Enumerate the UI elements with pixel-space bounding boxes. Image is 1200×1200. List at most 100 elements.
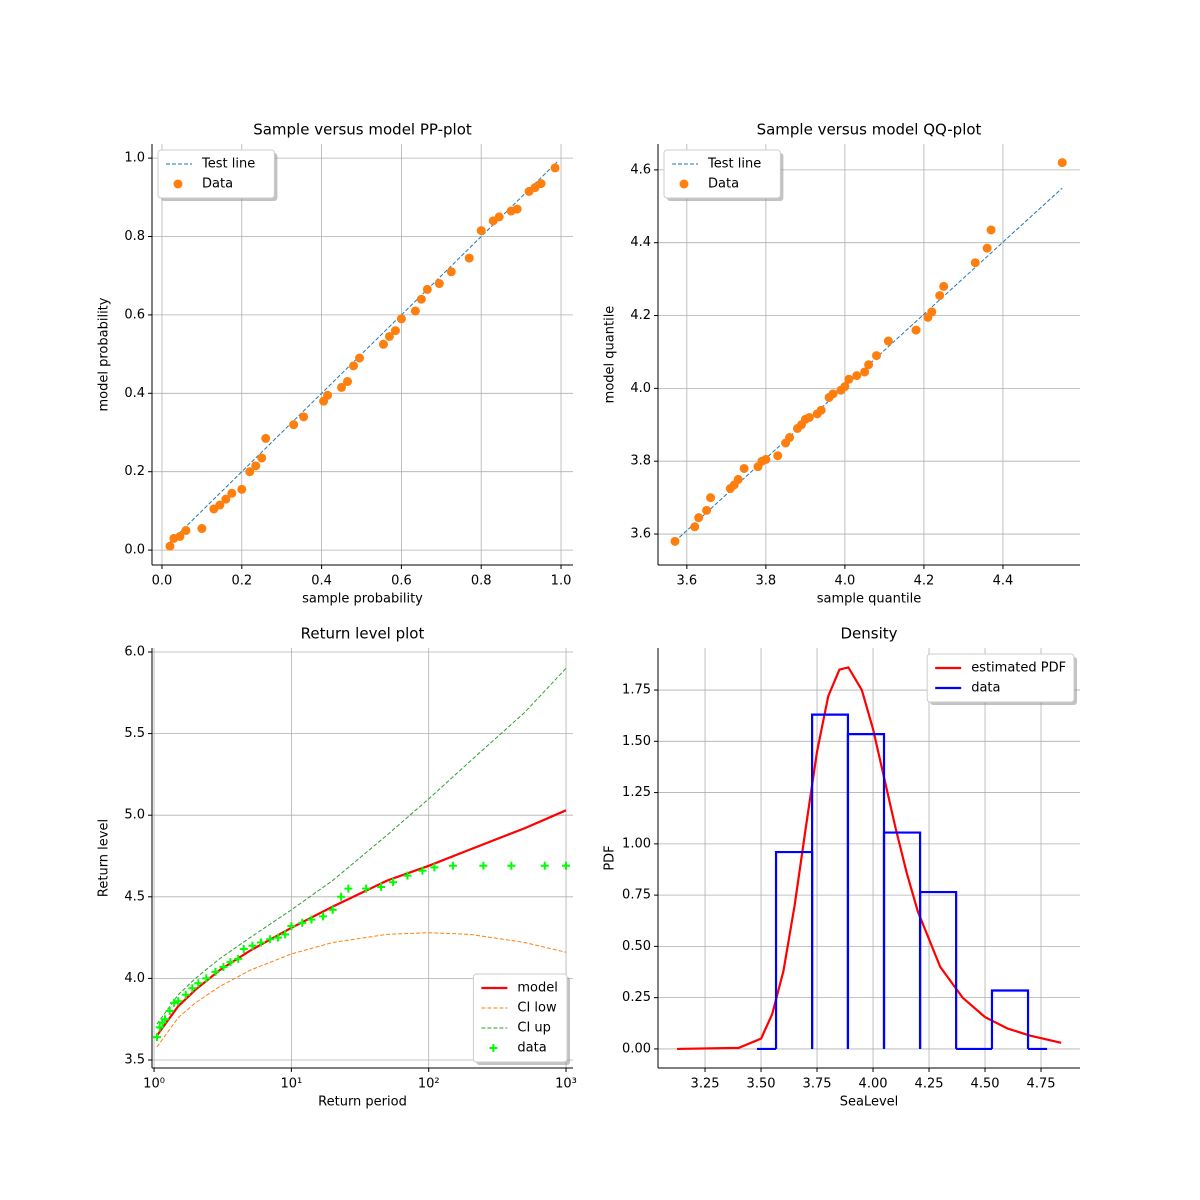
data-point <box>422 284 432 294</box>
data-point <box>215 500 225 510</box>
x-tick-label: 4.0 <box>835 574 856 589</box>
x-tick-label: 10² <box>418 1077 440 1092</box>
data-point <box>239 945 248 954</box>
data-point <box>464 253 474 263</box>
data-point <box>266 935 275 944</box>
legend-label: CI up <box>517 1021 551 1036</box>
legend-label: data <box>517 1041 546 1056</box>
x-axis-label: sample quantile <box>817 592 921 607</box>
legend-label: Test line <box>707 157 761 172</box>
data-point <box>226 958 235 967</box>
data-point <box>227 488 237 498</box>
histogram-bin <box>811 713 850 1049</box>
y-tick-label: 1.75 <box>622 683 651 698</box>
data-point <box>860 367 870 377</box>
x-tick-label: 3.8 <box>756 574 777 589</box>
data-point <box>785 433 795 443</box>
data-point <box>170 998 179 1007</box>
data-point <box>355 353 365 363</box>
data-point <box>257 453 267 463</box>
data-point <box>298 918 307 927</box>
data-point <box>804 413 814 423</box>
x-tick-label: 10³ <box>555 1077 577 1092</box>
y-tick-label: 1.00 <box>622 836 651 851</box>
y-tick-label: 0.6 <box>124 307 145 322</box>
data-point <box>337 892 346 901</box>
subplot-title: Sample versus model QQ-plot <box>757 121 982 139</box>
y-tick-label: 0.00 <box>622 1041 651 1056</box>
data-point <box>828 389 838 399</box>
data-point <box>430 863 439 872</box>
data-point <box>261 433 271 443</box>
y-tick-label: 0.4 <box>124 386 145 401</box>
data-point <box>245 467 255 477</box>
data-point <box>197 524 207 534</box>
data-point <box>211 967 220 976</box>
data-point <box>512 204 522 214</box>
data-point <box>872 351 882 361</box>
legend-label: estimated PDF <box>971 661 1066 676</box>
data-point <box>319 912 328 921</box>
y-tick-label: 1.0 <box>124 151 145 166</box>
y-tick-label: 0.0 <box>124 543 145 558</box>
data-point <box>175 531 185 541</box>
legend-marker <box>679 179 689 189</box>
data-point <box>155 1023 164 1032</box>
subplot: 3.25 3.50 3.75 4.00 4.25 4.50 4.75 0.00 0.25 0.50… <box>603 625 1080 1110</box>
data-point <box>221 494 231 504</box>
legend-label: Test line <box>201 157 255 172</box>
data-point <box>165 541 175 551</box>
x-tick-label: 3.75 <box>803 1077 832 1092</box>
data-point <box>219 962 228 971</box>
data-point <box>476 226 486 236</box>
x-axis-label: sample probability <box>302 592 423 607</box>
y-tick-label: 3.6 <box>630 527 651 542</box>
data-point <box>237 484 247 494</box>
y-tick-label: 4.0 <box>124 971 145 986</box>
data-point <box>694 513 704 523</box>
histogram-bin <box>846 733 886 1049</box>
data-point <box>390 326 400 336</box>
data-point <box>343 377 353 387</box>
data-point <box>550 163 560 173</box>
y-tick-label: 6.0 <box>124 644 145 659</box>
data-point <box>181 990 190 999</box>
legend <box>157 149 275 199</box>
histogram-bin <box>918 890 958 1049</box>
x-tick-label: 0.4 <box>311 574 332 589</box>
x-tick-label: 4.50 <box>971 1077 1000 1092</box>
data-point <box>251 461 261 471</box>
data-point <box>289 420 299 430</box>
subplot: 10⁰ 10¹ 10² 10³ 3.5 4.0 4.5 5.0 5.5 6.0 Return lev… <box>97 625 577 1110</box>
data-point <box>396 314 406 324</box>
data-point <box>864 360 874 370</box>
y-axis-label: model quantile <box>603 306 618 404</box>
y-tick-label: 1.25 <box>622 785 651 800</box>
legend-label: data <box>971 681 1000 696</box>
data-point <box>160 1015 169 1024</box>
data-point <box>403 871 412 880</box>
subplot: 0.0 0.2 0.4 0.6 0.8 1.0 0.0 0.2 0.4 0.6 0.8 1.0 Samp… <box>97 121 573 607</box>
data-point <box>446 267 456 277</box>
legend-label: CI low <box>517 1001 557 1016</box>
data-point <box>349 361 359 371</box>
series-line <box>165 161 558 547</box>
data-point <box>202 974 211 983</box>
data-point <box>362 884 371 893</box>
y-tick-label: 4.4 <box>630 235 651 250</box>
x-tick-label: 0.0 <box>152 574 173 589</box>
x-axis-label: SeaLevel <box>840 1095 899 1110</box>
legend-label: Data <box>202 177 233 192</box>
data-point <box>378 339 388 349</box>
histogram-bin <box>990 989 1030 1049</box>
histogram-bin <box>882 831 922 1049</box>
data-point <box>562 861 571 870</box>
y-tick-label: 0.8 <box>124 229 145 244</box>
data-point <box>852 371 862 381</box>
data-point <box>739 463 749 473</box>
data-point <box>384 331 394 341</box>
subplot-title: Sample versus model PP-plot <box>253 121 472 139</box>
data-point <box>194 979 203 988</box>
data-point <box>733 474 743 484</box>
